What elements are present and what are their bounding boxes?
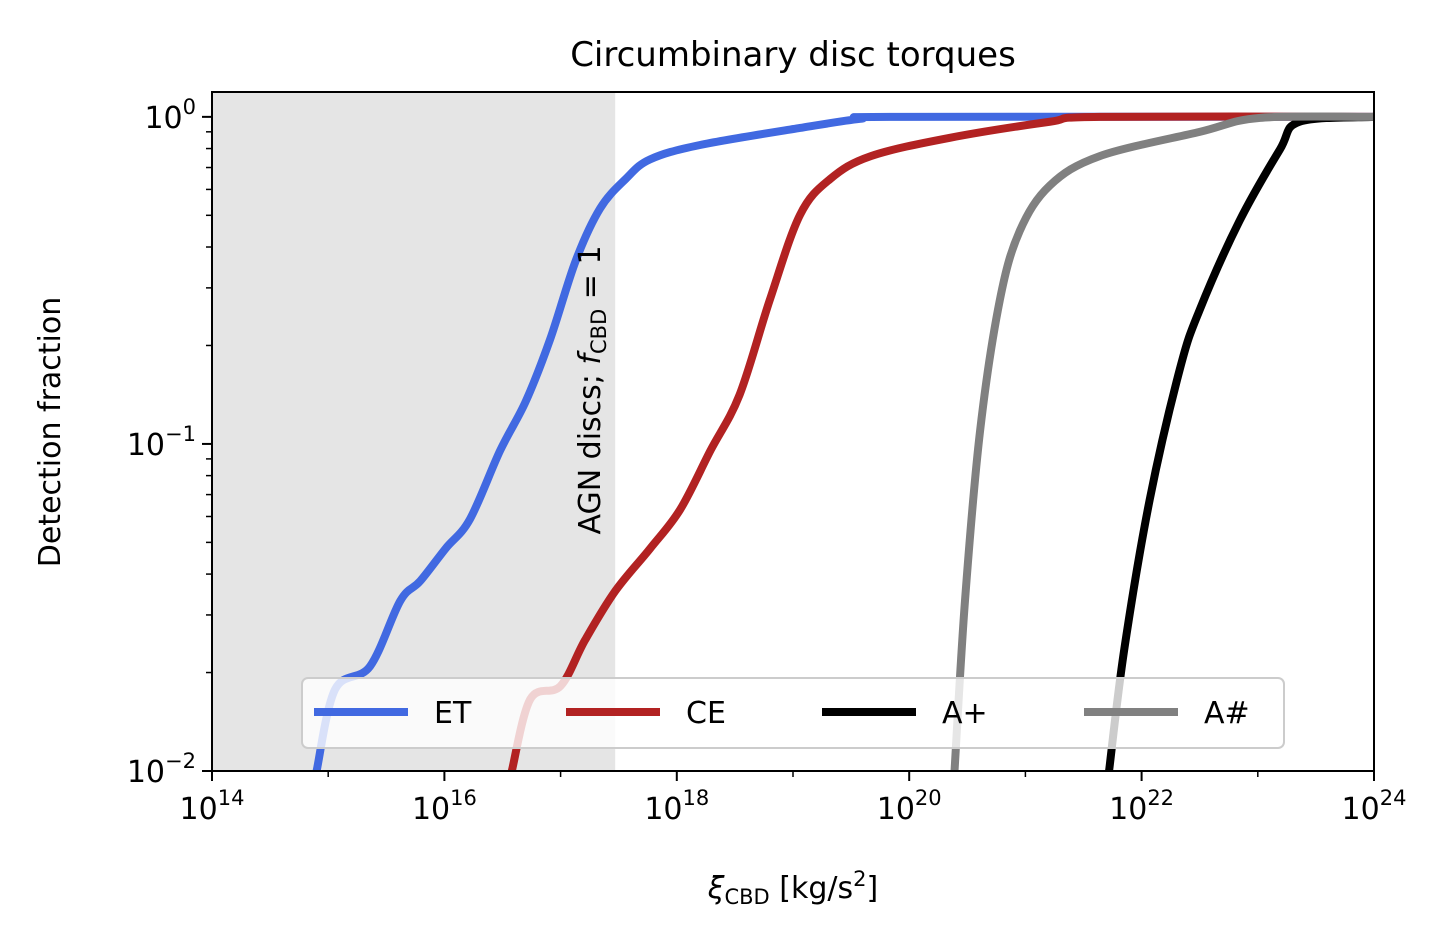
x-axis-label-symbol: ξ (707, 871, 725, 906)
x-tick-label-exp: 14 (218, 786, 245, 810)
y-tick-label-base: 10 (144, 101, 182, 136)
x-axis-label-close: ] (867, 871, 879, 906)
shaded-label-post: = 1 (573, 245, 608, 308)
y-tick-label: 10−2 (127, 749, 196, 790)
legend-label: A+ (942, 696, 988, 731)
series-line-A# (950, 112, 1374, 771)
y-tick-label-exp: −1 (165, 422, 196, 446)
x-tick-label-base: 10 (644, 792, 682, 827)
legend: ET CE A+ A# (301, 677, 1285, 749)
x-tick-label-exp: 20 (915, 786, 942, 810)
x-tick-label-exp: 22 (1147, 786, 1174, 810)
x-tick-label-base: 10 (412, 792, 450, 827)
x-tick-label: 1022 (1109, 786, 1174, 827)
x-axis-label-unit: [kg/s (770, 871, 853, 906)
legend-box (301, 677, 1285, 749)
series-line-CE (507, 112, 1374, 771)
x-tick-label-base: 10 (1109, 792, 1147, 827)
x-axis-label-sub: CBD (724, 885, 769, 909)
x-tick-label: 1024 (1342, 786, 1407, 827)
legend-label: ET (434, 696, 472, 731)
x-tick-label: 1014 (180, 786, 245, 827)
chart-title: Circumbinary disc torques (570, 35, 1016, 75)
legend-label: A# (1204, 696, 1250, 731)
y-tick-label-base: 10 (127, 428, 165, 463)
shaded-region-label: AGN discs; fCBD = 1 (573, 245, 611, 534)
x-tick-label: 1020 (877, 786, 942, 827)
plot-frame (211, 91, 1375, 772)
x-tick-label: 1018 (644, 786, 709, 827)
x-tick-label-base: 10 (877, 792, 915, 827)
shaded-region (212, 92, 616, 771)
x-tick-label-base: 10 (180, 792, 218, 827)
y-tick-label: 100 (144, 95, 196, 136)
x-tick-label-exp: 16 (450, 786, 477, 810)
x-axis-label-sup: 2 (853, 867, 866, 891)
x-axis-label: ξCBD [kg/s2] (707, 867, 878, 909)
y-tick-label: 10−1 (127, 422, 196, 463)
y-axis-label: Detection fraction (33, 297, 68, 568)
x-tick-label-exp: 18 (683, 786, 710, 810)
x-tick-label-exp: 24 (1380, 786, 1407, 810)
series-line-A+ (1105, 112, 1374, 771)
legend-label: CE (686, 696, 726, 731)
shaded-label-text: AGN discs; (573, 365, 608, 535)
x-tick-label-base: 10 (1342, 792, 1380, 827)
y-tick-label-exp: −2 (165, 749, 196, 773)
y-tick-label-exp: 0 (183, 95, 196, 119)
y-tick-label-base: 10 (127, 755, 165, 790)
x-tick-label: 1016 (412, 786, 477, 827)
shaded-label-sub: CBD (587, 309, 611, 354)
series-line-ET (312, 112, 1374, 771)
